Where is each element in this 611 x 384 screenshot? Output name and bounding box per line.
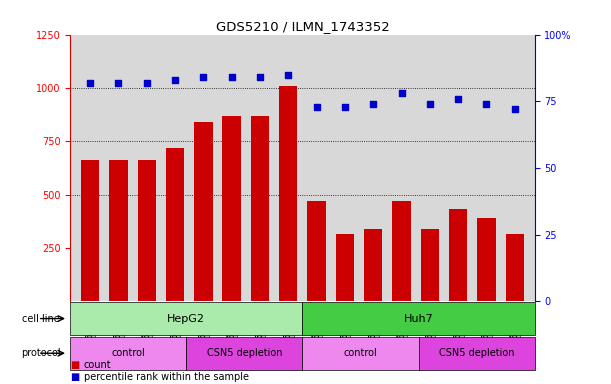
Bar bbox=[449, 210, 467, 301]
Bar bbox=[419, 337, 535, 370]
Point bbox=[425, 101, 435, 107]
Text: control: control bbox=[343, 348, 378, 358]
Text: ■: ■ bbox=[70, 360, 79, 370]
Text: cell line: cell line bbox=[21, 314, 59, 324]
Point bbox=[199, 74, 208, 80]
Bar bbox=[194, 122, 213, 301]
Bar bbox=[279, 86, 298, 301]
Bar bbox=[81, 161, 100, 301]
Bar bbox=[166, 147, 185, 301]
Bar bbox=[335, 234, 354, 301]
Point bbox=[142, 79, 152, 86]
Point bbox=[510, 106, 520, 112]
Bar bbox=[186, 337, 302, 370]
Point bbox=[312, 104, 321, 110]
Bar bbox=[364, 229, 382, 301]
Bar bbox=[109, 161, 128, 301]
Point bbox=[227, 74, 236, 80]
Point bbox=[340, 104, 350, 110]
Bar bbox=[392, 201, 411, 301]
Bar bbox=[137, 161, 156, 301]
Bar bbox=[477, 218, 496, 301]
Point bbox=[114, 79, 123, 86]
Bar bbox=[251, 116, 269, 301]
Bar bbox=[70, 337, 186, 370]
Bar bbox=[222, 116, 241, 301]
Text: CSN5 depletion: CSN5 depletion bbox=[207, 348, 282, 358]
Point bbox=[368, 101, 378, 107]
Point bbox=[255, 74, 265, 80]
Text: HepG2: HepG2 bbox=[167, 314, 205, 324]
Bar bbox=[302, 337, 419, 370]
Text: protocol: protocol bbox=[21, 348, 61, 358]
Point bbox=[397, 90, 406, 96]
Text: ■: ■ bbox=[70, 372, 79, 382]
Point bbox=[481, 101, 491, 107]
Bar bbox=[307, 201, 326, 301]
Bar bbox=[506, 234, 524, 301]
Text: control: control bbox=[111, 348, 145, 358]
Bar bbox=[302, 302, 535, 335]
Text: Huh7: Huh7 bbox=[404, 314, 433, 324]
Text: CSN5 depletion: CSN5 depletion bbox=[439, 348, 514, 358]
Point bbox=[85, 79, 95, 86]
Bar bbox=[70, 302, 302, 335]
Bar bbox=[420, 229, 439, 301]
Text: count: count bbox=[84, 360, 111, 370]
Point bbox=[453, 96, 463, 102]
Point bbox=[284, 71, 293, 78]
Title: GDS5210 / ILMN_1743352: GDS5210 / ILMN_1743352 bbox=[216, 20, 389, 33]
Point bbox=[170, 77, 180, 83]
Text: percentile rank within the sample: percentile rank within the sample bbox=[84, 372, 249, 382]
